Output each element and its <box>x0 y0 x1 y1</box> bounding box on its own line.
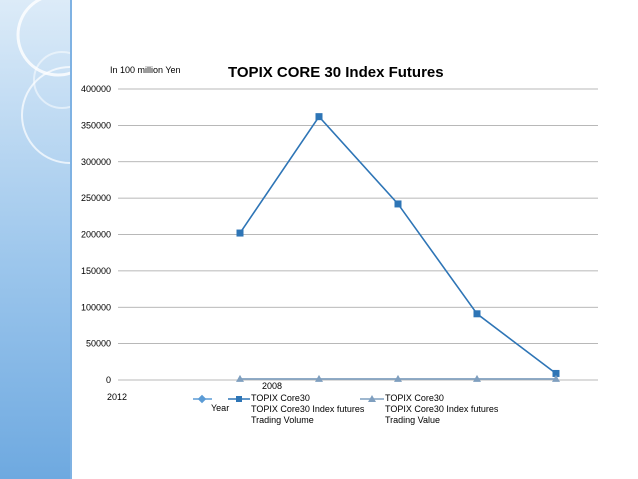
x-label-2008: 2008 <box>262 381 282 391</box>
y-tick-label: 150000 <box>81 266 111 276</box>
data-point-2-3 <box>473 374 481 382</box>
data-point-2-1 <box>315 374 323 382</box>
legend-volume-line3: Trading Volume <box>251 415 314 425</box>
data-point-1-1 <box>315 113 323 121</box>
y-tick-label: 50000 <box>86 339 111 349</box>
y-tick-label: 200000 <box>81 230 111 240</box>
series <box>236 113 560 382</box>
gridlines <box>118 88 598 381</box>
legend-value-line1: TOPIX Core30 <box>385 393 444 403</box>
legend-volume-line1: TOPIX Core30 <box>251 393 310 403</box>
data-point-2-2 <box>394 374 402 382</box>
legend-marker-triangle <box>368 395 376 402</box>
y-tick-label: 100000 <box>81 302 111 312</box>
y-tick-label: 350000 <box>81 120 111 130</box>
series-line-1 <box>239 115 557 375</box>
data-point-1-0 <box>236 229 244 237</box>
decorative-circles <box>16 0 70 164</box>
y-axis-ticks: 400000 350000 300000 250000 200000 150000 1000… <box>81 84 111 385</box>
data-point-2-0 <box>236 374 244 382</box>
legend-entry-value: TOPIX Core30 TOPIX Core30 Index futures … <box>360 393 499 425</box>
data-point-2-4 <box>552 374 560 382</box>
legend-entry-year: Year <box>193 394 229 413</box>
data-point-1-4 <box>552 369 560 377</box>
legend-value-line3: Trading Value <box>385 415 440 425</box>
legend-marker-diamond <box>197 394 207 404</box>
decorative-side-panel <box>0 0 72 479</box>
y-tick-label: 0 <box>106 375 111 385</box>
y-tick-label: 250000 <box>81 193 111 203</box>
legend-entry-volume: TOPIX Core30 TOPIX Core30 Index futures … <box>228 393 365 425</box>
unit-label: In 100 million Yen <box>110 65 181 75</box>
y-tick-label: 400000 <box>81 84 111 94</box>
legend-volume-line2: TOPIX Core30 Index futures <box>251 404 365 414</box>
y-tick-label: 300000 <box>81 157 111 167</box>
legend-value-line2: TOPIX Core30 Index futures <box>385 404 499 414</box>
data-point-1-3 <box>473 310 481 318</box>
legend-year-label: Year <box>211 403 229 413</box>
chart-title: TOPIX CORE 30 Index Futures <box>228 64 444 81</box>
legend-marker-square <box>236 396 242 402</box>
x-label-2012: 2012 <box>107 392 127 402</box>
data-point-1-2 <box>394 200 402 208</box>
legend: Year TOPIX Core30 TOPIX Core30 Index fut… <box>193 393 499 425</box>
